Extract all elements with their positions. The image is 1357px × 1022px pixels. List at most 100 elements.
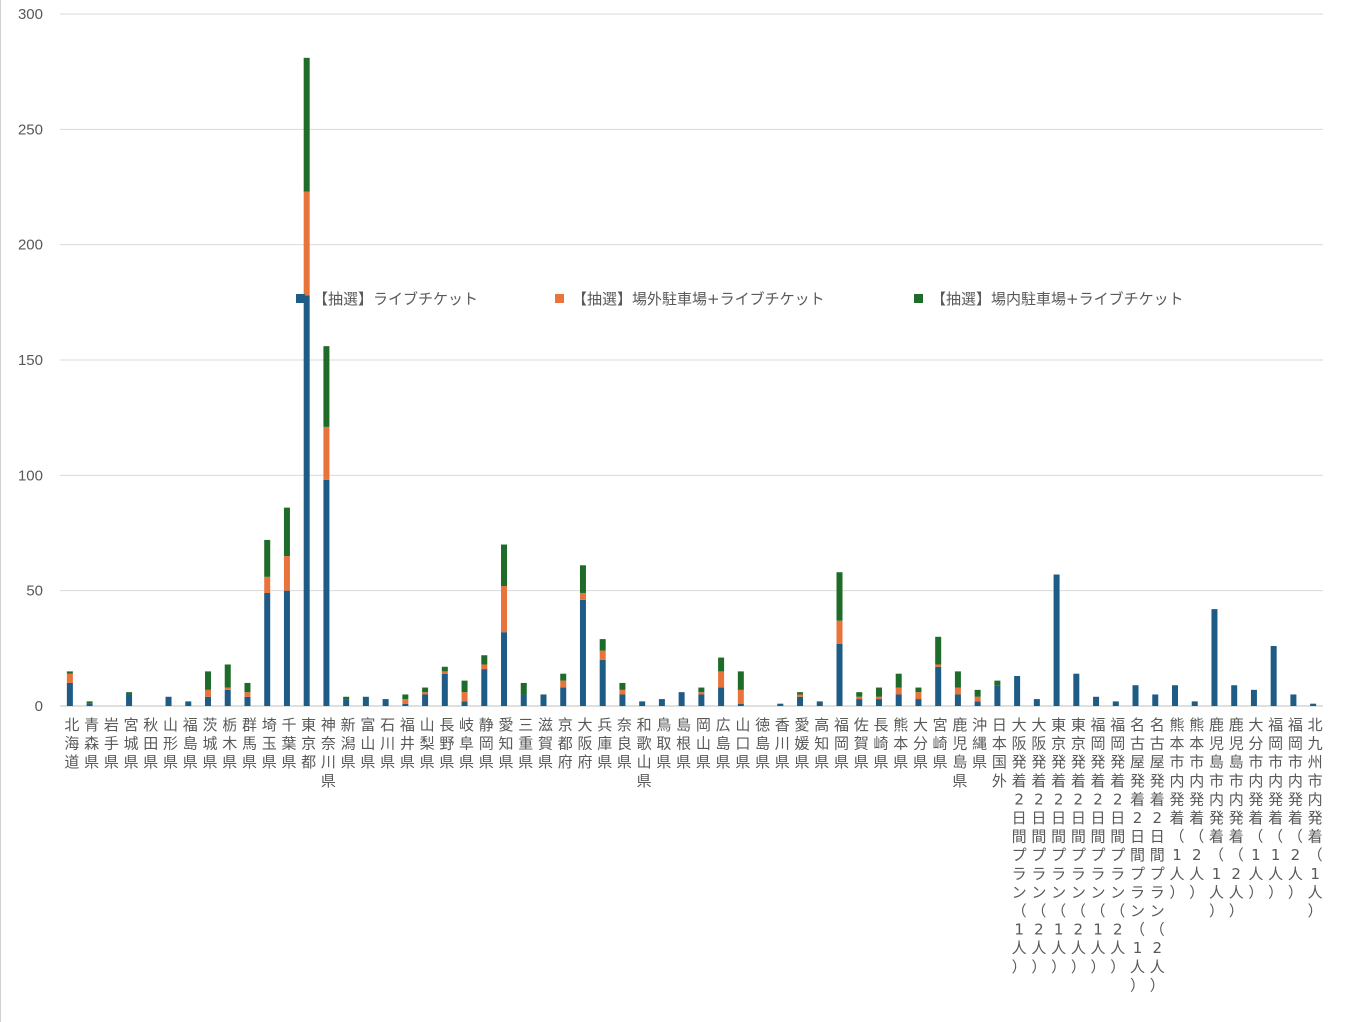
bar-segment-s0-c51 — [1073, 673, 1080, 706]
bar-segment-s2-c21 — [481, 655, 488, 665]
x-tick-label: 長崎県 — [873, 716, 888, 771]
bar-segment-s2-c3 — [126, 692, 133, 695]
bar-segment-s0-c57 — [1191, 701, 1198, 706]
bar-segment-s1-c26 — [579, 592, 586, 600]
bar-segment-s2-c32 — [698, 687, 705, 693]
bar-segment-s1-c11 — [283, 556, 290, 591]
x-tick-label: 神奈川県 — [321, 716, 336, 790]
bar-segment-s2-c10 — [264, 539, 271, 577]
bar-segment-s2-c17 — [402, 694, 409, 700]
bar-segment-s0-c55 — [1152, 694, 1159, 706]
bar-segment-s0-c14 — [343, 699, 350, 706]
x-tick-label: 群馬県 — [242, 716, 257, 771]
y-tick-label: 300 — [18, 6, 43, 23]
bar-segment-s0-c56 — [1171, 685, 1178, 706]
bar-segment-s0-c32 — [698, 694, 705, 706]
bar-segment-s0-c62 — [1290, 694, 1297, 706]
x-tick-label: 北九州市内発着（ 1 人） — [1308, 716, 1323, 920]
bar-segment-s1-c13 — [323, 426, 330, 480]
x-tick-label: 鹿児島市内発着（ 2 人） — [1229, 716, 1244, 920]
x-tick-label: 埼玉県 — [262, 716, 277, 771]
x-tick-label: 青森県 — [84, 716, 99, 771]
x-tick-label: 鳥取県 — [656, 716, 671, 771]
bar-segment-s2-c34 — [737, 671, 744, 690]
x-tick-label: 大阪発着 2 日間プラン（ 1 人） — [1012, 716, 1027, 976]
bar-segment-s0-c20 — [461, 701, 468, 706]
x-tick-label: 静岡県 — [479, 716, 494, 771]
legend-item-2: 【抽選】場内駐車場+ライブチケット — [914, 288, 1184, 309]
bar-segment-s1-c43 — [915, 692, 922, 700]
bar-segment-s0-c39 — [836, 643, 843, 706]
bar-segment-s1-c33 — [718, 671, 725, 688]
x-tick-label: 石川県 — [380, 716, 395, 771]
bar-segment-s2-c25 — [560, 673, 567, 681]
x-tick-label: 奈良県 — [617, 716, 632, 771]
x-tick-label: 福岡市内発着（ 2 人） — [1288, 716, 1303, 901]
bar-segment-s0-c22 — [501, 632, 508, 706]
x-tick-label: 福岡県 — [834, 716, 849, 771]
x-tick-label: 熊本県 — [893, 716, 908, 771]
bar-segment-s0-c49 — [1033, 699, 1040, 706]
bar-segment-s0-c8 — [224, 689, 231, 706]
x-tick-label: 福井県 — [400, 716, 415, 771]
y-tick-label: 150 — [18, 352, 43, 369]
bar-segment-s0-c12 — [303, 295, 310, 706]
x-tick-label: 大分市内発着（ 1 人） — [1248, 716, 1263, 901]
bar-segment-s2-c44 — [935, 636, 942, 665]
x-tick-label: 愛知県 — [499, 716, 514, 771]
bar-segment-s0-c5 — [165, 696, 172, 706]
bar-segment-s0-c42 — [895, 694, 902, 706]
legend-label: 【抽選】場外駐車場+ライブチケット — [572, 290, 825, 308]
x-tick-label: 鹿児島市内発着（ 1 人） — [1209, 716, 1224, 920]
bar-segment-s2-c12 — [303, 57, 310, 192]
x-tick-label: 和歌山県 — [637, 716, 652, 790]
bar-segment-s0-c28 — [619, 694, 626, 706]
x-tick-label: 広島県 — [716, 716, 731, 771]
bar-segment-s0-c18 — [422, 694, 429, 706]
left-border — [0, 0, 1, 1022]
x-tick-label: 福岡発着 2 日間プラン（ 1 人） — [1091, 716, 1106, 976]
bar-segment-s2-c27 — [599, 639, 606, 651]
x-tick-label: 福岡発着 2 日間プラン（ 2 人） — [1110, 716, 1125, 976]
x-tick-label: 千葉県 — [281, 716, 296, 771]
y-tick-label: 50 — [26, 583, 43, 600]
x-tick-label: 岐阜県 — [459, 716, 474, 771]
bar-segment-s0-c27 — [599, 659, 606, 706]
x-tick-label: 新潟県 — [341, 716, 356, 771]
x-tick-label: 山口県 — [735, 716, 750, 771]
bar-segment-s0-c54 — [1132, 685, 1139, 706]
x-tick-label: 山形県 — [163, 716, 178, 771]
bar-segment-s1-c0 — [66, 673, 73, 683]
bar-segment-s0-c34 — [737, 703, 744, 706]
x-tick-label: 佐賀県 — [854, 716, 869, 771]
legend-item-1: 【抽選】場外駐車場+ライブチケット — [555, 288, 825, 309]
x-tick-label: 名古屋発着 2 日間プラン（ 2 人） — [1150, 716, 1165, 994]
bar-segment-s2-c43 — [915, 687, 922, 693]
x-tick-label: 北海道 — [64, 716, 79, 771]
bar-segment-s0-c10 — [264, 592, 271, 706]
bar-segment-s0-c7 — [205, 696, 212, 706]
x-tick-label: 大阪府 — [577, 716, 592, 771]
bar-segment-s1-c17 — [402, 699, 409, 704]
x-tick-label: 東京発着 2 日間プラン（ 2 人） — [1071, 716, 1086, 976]
legend-swatch — [555, 294, 564, 303]
x-tick-label: 山梨県 — [420, 716, 435, 771]
bar-segment-s1-c32 — [698, 692, 705, 695]
x-tick-label: 京都府 — [558, 716, 573, 771]
x-tick-label: 三重県 — [518, 716, 533, 771]
bar-segment-s0-c47 — [994, 685, 1001, 706]
bar-segment-s0-c43 — [915, 699, 922, 706]
bar-segment-s2-c8 — [224, 664, 231, 688]
bar-segment-s2-c42 — [895, 673, 902, 688]
x-tick-label: 宮崎県 — [933, 716, 948, 771]
bar-segment-s0-c45 — [954, 694, 961, 706]
bar-segment-s0-c9 — [244, 696, 251, 706]
bar-segment-s1-c22 — [501, 586, 508, 633]
x-tick-label: 岩手県 — [104, 716, 119, 771]
bar-segment-s2-c11 — [283, 507, 290, 557]
bar-segment-s1-c9 — [244, 692, 251, 697]
bar-segment-s0-c29 — [639, 701, 646, 706]
bar-segment-s2-c20 — [461, 680, 468, 693]
bar-segment-s1-c18 — [422, 692, 429, 695]
x-tick-label: 福島県 — [183, 716, 198, 771]
